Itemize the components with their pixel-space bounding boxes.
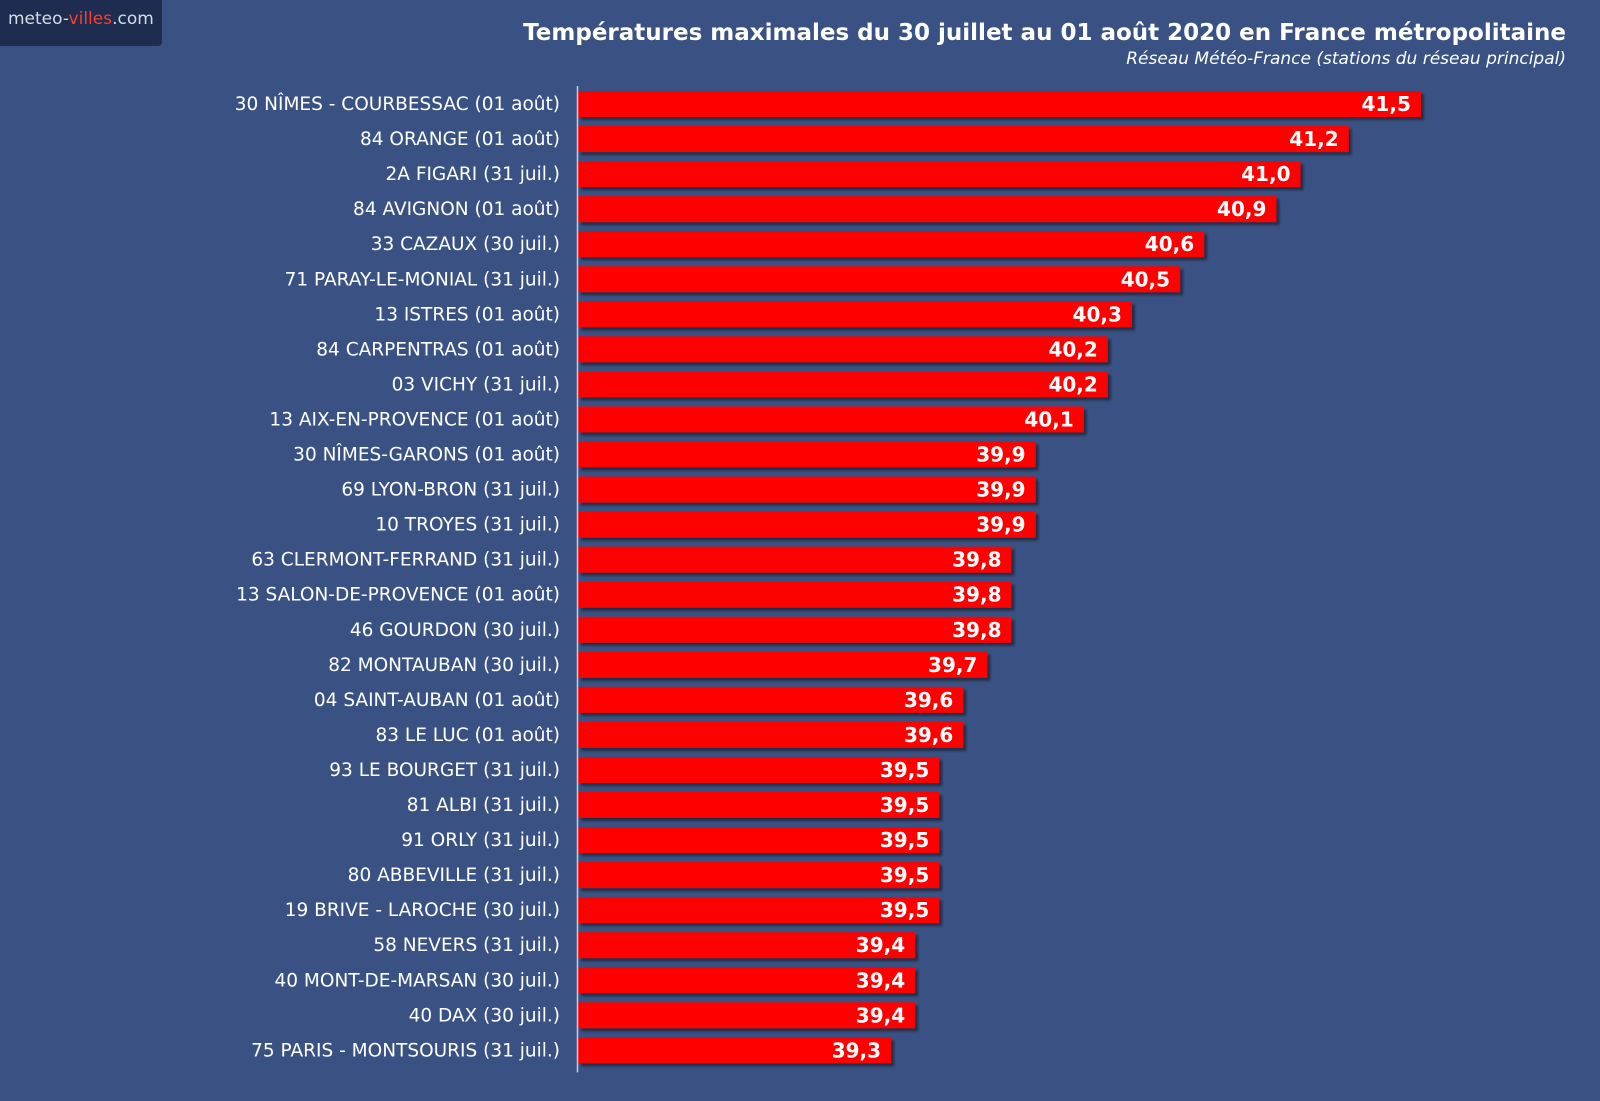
category-label-3: 84 AVIGNON (01 août) [353, 199, 560, 220]
value-label-7: 40,2 [1048, 337, 1097, 361]
category-label-4: 33 CAZAUX (30 juil.) [371, 234, 560, 255]
value-label-13: 39,8 [952, 548, 1001, 572]
value-label-5: 40,5 [1121, 267, 1170, 291]
category-label-22: 80 ABBEVILLE (31 juil.) [348, 865, 560, 886]
category-label-0: 30 NÎMES - COURBESSAC (01 août) [235, 93, 560, 115]
bar-21 [578, 827, 940, 854]
value-label-25: 39,4 [856, 968, 905, 992]
value-label-0: 41,5 [1362, 92, 1411, 116]
bar-26 [578, 1002, 916, 1029]
bar-12 [578, 511, 1036, 538]
bar-6 [578, 301, 1132, 328]
category-label-23: 19 BRIVE - LAROCHE (30 juil.) [285, 900, 560, 921]
value-label-16: 39,7 [928, 653, 977, 677]
bar-25 [578, 967, 916, 994]
bar-11 [578, 476, 1036, 503]
value-label-24: 39,4 [856, 933, 905, 957]
value-label-17: 39,6 [904, 688, 953, 712]
value-label-15: 39,8 [952, 618, 1001, 642]
category-label-13: 63 CLERMONT-FERRAND (31 juil.) [251, 550, 560, 571]
category-label-24: 58 NEVERS (31 juil.) [373, 935, 560, 956]
bar-23 [578, 897, 940, 924]
category-label-14: 13 SALON-DE-PROVENCE (01 août) [236, 585, 560, 606]
bar-7 [578, 336, 1108, 363]
logo-accent: villes [68, 9, 113, 29]
category-label-25: 40 MONT-DE-MARSAN (30 juil.) [275, 970, 561, 991]
value-label-10: 39,9 [976, 443, 1025, 467]
logo-suffix: .com [112, 9, 154, 29]
bar-27 [578, 1037, 892, 1064]
bar-18 [578, 721, 964, 748]
value-label-18: 39,6 [904, 723, 953, 747]
category-label-21: 91 ORLY (31 juil.) [401, 830, 560, 851]
bar-5 [578, 266, 1181, 293]
chart-subtitle: Réseau Météo-France (stations du réseau … [1126, 49, 1566, 69]
bar-19 [578, 756, 940, 783]
bar-8 [578, 371, 1108, 398]
bar-10 [578, 441, 1036, 468]
value-label-22: 39,5 [880, 863, 929, 887]
bar-24 [578, 932, 916, 959]
value-label-3: 40,9 [1217, 197, 1266, 221]
bar-0 [578, 91, 1421, 117]
category-label-26: 40 DAX (30 juil.) [409, 1005, 560, 1026]
bar-9 [578, 406, 1084, 433]
bar-16 [578, 651, 988, 678]
value-label-20: 39,5 [880, 793, 929, 817]
value-label-4: 40,6 [1145, 232, 1194, 256]
category-label-5: 71 PARAY-LE-MONIAL (31 juil.) [285, 269, 560, 290]
value-label-21: 39,5 [880, 828, 929, 852]
chart-title: Températures maximales du 30 juillet au … [523, 20, 1566, 46]
category-label-27: 75 PARIS - MONTSOURIS (31 juil.) [251, 1040, 560, 1061]
category-label-8: 03 VICHY (31 juil.) [392, 374, 560, 395]
category-label-12: 10 TROYES (31 juil.) [375, 515, 560, 536]
bar-13 [578, 546, 1012, 573]
category-label-7: 84 CARPENTRAS (01 août) [316, 339, 560, 360]
bar-20 [578, 792, 940, 818]
value-label-6: 40,3 [1073, 302, 1122, 326]
bar-22 [578, 862, 940, 889]
category-label-11: 69 LYON-BRON (31 juil.) [341, 480, 560, 501]
bar-2 [578, 161, 1301, 188]
value-label-12: 39,9 [976, 513, 1025, 537]
value-label-14: 39,8 [952, 583, 1001, 607]
value-label-27: 39,3 [832, 1038, 881, 1062]
category-label-6: 13 ISTRES (01 août) [374, 304, 560, 325]
bar-1 [578, 126, 1349, 153]
category-label-1: 84 ORANGE (01 août) [360, 129, 560, 150]
value-label-9: 40,1 [1024, 407, 1073, 431]
category-label-16: 82 MONTAUBAN (30 juil.) [328, 655, 560, 676]
bar-4 [578, 231, 1205, 258]
value-label-8: 40,2 [1048, 372, 1097, 396]
category-label-19: 93 LE BOURGET (31 juil.) [329, 760, 560, 781]
category-label-15: 46 GOURDON (30 juil.) [350, 620, 560, 641]
bar-3 [578, 196, 1277, 223]
bar-15 [578, 616, 1012, 643]
category-label-9: 13 AIX-EN-PROVENCE (01 août) [269, 409, 560, 430]
value-label-23: 39,5 [880, 898, 929, 922]
category-label-10: 30 NÎMES-GARONS (01 août) [293, 444, 560, 466]
bar-14 [578, 581, 1012, 608]
logo-prefix: meteo- [8, 9, 69, 29]
category-label-17: 04 SAINT-AUBAN (01 août) [314, 690, 560, 711]
value-label-19: 39,5 [880, 758, 929, 782]
category-label-2: 2A FIGARI (31 juil.) [386, 164, 560, 185]
value-label-26: 39,4 [856, 1003, 905, 1027]
bar-17 [578, 686, 964, 713]
site-logo[interactable]: meteo-villes.com [0, 0, 162, 46]
value-label-2: 41,0 [1241, 162, 1290, 186]
value-label-1: 41,2 [1289, 127, 1338, 151]
value-label-11: 39,9 [976, 478, 1025, 502]
category-label-20: 81 ALBI (31 juil.) [407, 795, 560, 816]
category-label-18: 83 LE LUC (01 août) [375, 725, 560, 746]
